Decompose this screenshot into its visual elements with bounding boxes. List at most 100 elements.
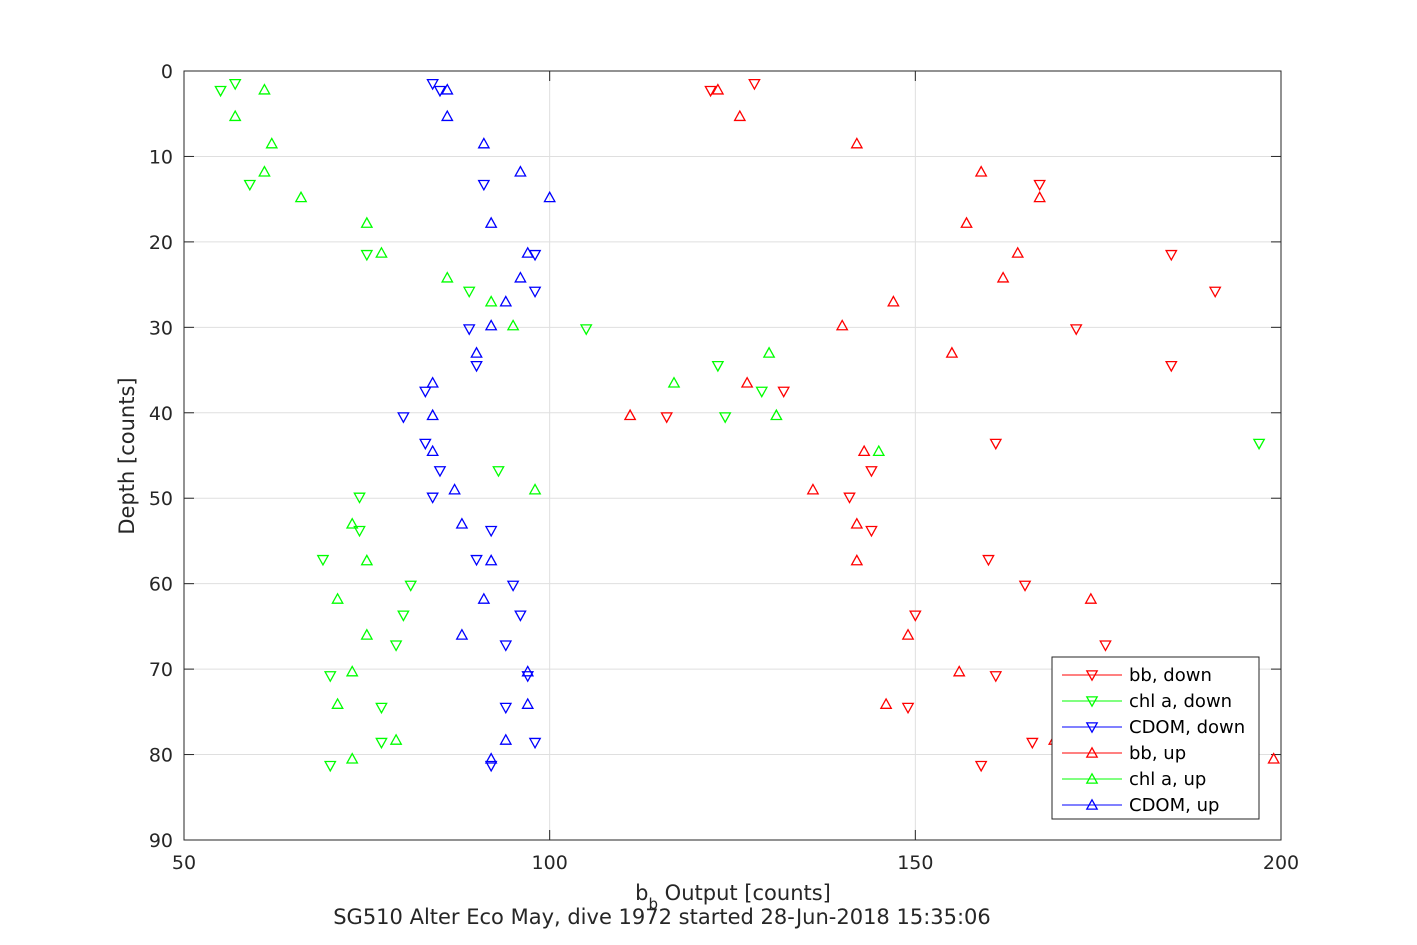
data-point: [294, 190, 308, 203]
legend-entry-label: chl a, up: [1129, 769, 1206, 790]
data-point: [470, 360, 483, 373]
data-point: [345, 752, 359, 764]
data-point: [243, 179, 257, 192]
data-point: [850, 517, 864, 529]
data-point: [711, 360, 725, 373]
data-point: [660, 412, 673, 424]
data-point: [375, 737, 388, 750]
legend-entry-label: bb, up: [1129, 743, 1186, 764]
data-point: [375, 702, 388, 715]
data-point: [470, 346, 483, 358]
data-point: [1018, 580, 1032, 592]
legend-marker: [1085, 746, 1099, 758]
data-point: [360, 216, 374, 228]
data-point: [1033, 179, 1046, 192]
data-point: [850, 137, 864, 149]
data-point: [440, 83, 454, 95]
data-point: [389, 640, 403, 652]
legend-marker: [1085, 722, 1099, 734]
y-tick-label: 50: [149, 488, 173, 510]
data-point: [426, 444, 439, 457]
data-point: [857, 444, 871, 457]
data-point: [455, 517, 469, 529]
data-point: [989, 438, 1003, 451]
data-point: [514, 271, 527, 283]
data-point: [484, 554, 498, 566]
data-point: [404, 580, 418, 592]
data-point: [945, 346, 959, 358]
y-tick-label: 80: [149, 745, 173, 767]
data-point: [1252, 438, 1266, 451]
data-point: [484, 525, 498, 538]
data-point: [258, 83, 271, 95]
data-point: [433, 466, 447, 478]
data-point: [389, 733, 403, 745]
data-point: [1208, 286, 1222, 298]
data-point: [484, 295, 498, 307]
data-point: [974, 165, 988, 177]
data-point: [353, 525, 366, 538]
data-point: [455, 628, 469, 640]
data-point: [470, 554, 483, 567]
series-2: [397, 79, 542, 773]
axes-box: [183, 70, 1282, 841]
data-point: [258, 165, 271, 177]
data-point: [623, 408, 637, 421]
data-point: [1069, 324, 1083, 336]
y-tick-label: 60: [149, 574, 173, 596]
data-point: [960, 216, 973, 228]
data-point: [909, 610, 922, 622]
data-point: [1084, 592, 1098, 604]
data-point: [1026, 737, 1039, 750]
data-point: [579, 324, 593, 336]
data-point: [345, 665, 359, 677]
data-point: [704, 85, 717, 98]
data-point: [667, 376, 681, 388]
legend: bb, down chl a, down CDOM, down bb, up chl a…: [1051, 656, 1260, 820]
x-tick-label: 200: [1263, 852, 1299, 874]
data-point: [506, 319, 520, 331]
series-4: [228, 83, 886, 764]
data-point: [228, 79, 242, 91]
data-point: [360, 249, 374, 262]
data-point: [331, 592, 344, 604]
data-point: [952, 665, 966, 677]
y-axis-label: Depth [counts]: [115, 377, 139, 534]
data-point: [1164, 360, 1178, 373]
grid: [184, 71, 1281, 840]
axis-labels: Depth [counts] bb Output [counts] SG510 …: [115, 377, 991, 929]
data-point: [484, 760, 498, 773]
data-markers: [214, 79, 1280, 773]
data-point: [521, 697, 535, 709]
data-point: [214, 85, 227, 98]
data-point: [521, 665, 535, 677]
series-5: [426, 83, 556, 764]
data-point: [345, 517, 359, 529]
data-point: [1011, 246, 1025, 258]
x-tick-label: 100: [532, 852, 568, 874]
data-point: [360, 628, 374, 640]
data-point: [484, 752, 498, 764]
x-axis-label-sub: b: [648, 895, 658, 913]
ticks: 50 100 150 200 0 10 20 30 40 50 60 70 80 90: [149, 61, 1299, 874]
data-point: [777, 386, 790, 398]
data-point: [711, 83, 725, 95]
data-point: [733, 109, 747, 122]
legend-marker: [1085, 772, 1099, 784]
data-point: [996, 271, 1010, 283]
legend-entry-label: chl a, down: [1129, 691, 1232, 712]
data-point: [762, 346, 776, 358]
series-3: [623, 83, 1280, 764]
legend-entry-label: CDOM, down: [1129, 717, 1245, 738]
data-point: [879, 697, 893, 709]
data-point: [323, 671, 337, 683]
data-point: [718, 412, 732, 424]
data-point: [462, 324, 476, 336]
data-point: [499, 640, 513, 652]
data-point: [477, 179, 491, 192]
legend-entry-label: bb, down: [1129, 665, 1212, 686]
y-tick-label: 20: [149, 232, 173, 254]
y-tick-label: 40: [149, 403, 173, 425]
data-point: [462, 286, 476, 298]
